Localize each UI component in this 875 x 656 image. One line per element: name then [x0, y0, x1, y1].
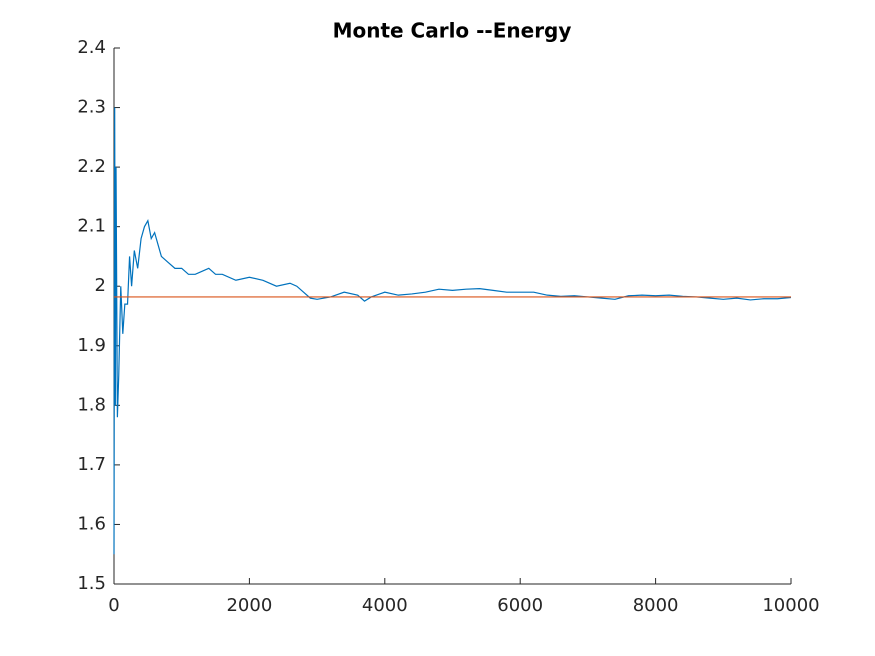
x-tick-label: 10000 — [762, 595, 819, 616]
x-tick-label: 0 — [108, 595, 119, 616]
x-tick-label: 8000 — [633, 595, 679, 616]
y-tick-label: 2.2 — [77, 156, 106, 177]
y-tick-label: 1.6 — [77, 513, 106, 534]
x-tick-label: 6000 — [497, 595, 543, 616]
y-tick-label: 2.4 — [77, 37, 106, 58]
y-tick-label: 2.1 — [77, 216, 106, 237]
x-tick-label: 4000 — [362, 595, 408, 616]
y-tick-label: 2.3 — [77, 97, 106, 118]
chart-title: Monte Carlo --Energy — [333, 19, 572, 43]
x-tick-label: 2000 — [226, 595, 272, 616]
y-tick-label: 1.5 — [77, 573, 106, 594]
y-tick-label: 2 — [95, 275, 106, 296]
y-tick-label: 1.7 — [77, 454, 106, 475]
y-tick-label: 1.8 — [77, 394, 106, 415]
y-tick-label: 1.9 — [77, 335, 106, 356]
